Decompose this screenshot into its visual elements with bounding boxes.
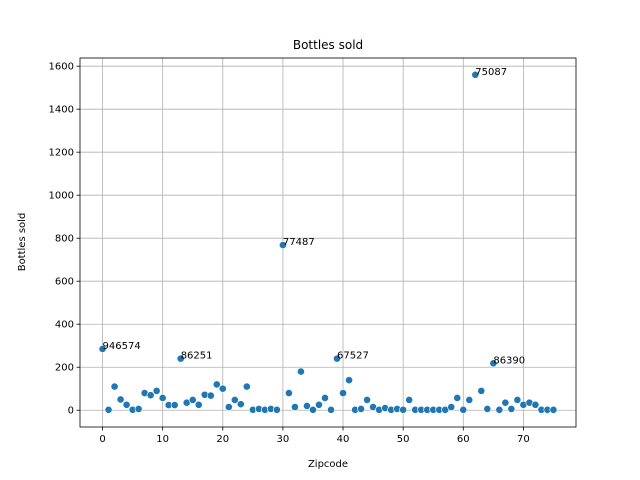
point-annotation: 86390: [493, 355, 525, 366]
point-annotations: 946574 86251 77487 67527 75087 86390: [103, 67, 526, 367]
data-point: [206, 391, 215, 400]
data-point: [465, 396, 474, 404]
data-point: [188, 396, 197, 404]
data-point: [447, 403, 456, 411]
data-point: [489, 359, 498, 368]
data-point: [285, 389, 293, 397]
data-point: [158, 394, 167, 402]
y-tick-label: 0: [68, 406, 74, 417]
data-point: [339, 389, 347, 397]
data-point: [531, 400, 540, 409]
data-point: [291, 403, 299, 411]
data-point: [303, 402, 311, 410]
y-tick-label: 400: [55, 320, 74, 331]
data-point: [110, 382, 119, 391]
y-tick-label: 1600: [49, 62, 74, 73]
data-point: [471, 70, 480, 79]
y-tick-label: 1000: [49, 191, 74, 202]
data-point: [453, 394, 462, 402]
data-point: [297, 367, 305, 376]
y-tick-label: 600: [55, 277, 74, 288]
y-tick-label: 1400: [49, 105, 74, 116]
point-annotation: 77487: [283, 237, 315, 248]
x-tick-label: 10: [156, 434, 169, 445]
x-tick-label: 50: [397, 434, 410, 445]
data-point: [399, 405, 408, 414]
data-point: [513, 396, 522, 404]
data-point: [333, 354, 341, 363]
x-tick-label: 40: [337, 434, 350, 445]
data-point: [272, 405, 281, 414]
data-point: [146, 391, 155, 400]
data-point: [236, 400, 245, 409]
data-point: [483, 405, 492, 413]
data-point: [321, 394, 329, 402]
data-point: [357, 405, 365, 413]
x-tick-label: 70: [517, 434, 530, 445]
data-point: [224, 403, 233, 411]
x-tick-label: 30: [277, 434, 290, 445]
data-point: [152, 386, 161, 395]
point-annotation: 946574: [103, 341, 141, 352]
data-point: [170, 401, 179, 409]
data-point: [549, 405, 558, 414]
data-point: [116, 395, 125, 404]
data-point: [363, 396, 371, 404]
data-point: [507, 405, 516, 413]
data-point: [218, 384, 227, 393]
data-point: [477, 386, 486, 395]
data-point: [459, 405, 468, 414]
data-point: [98, 345, 107, 353]
data-point: [134, 405, 143, 413]
data-point: [104, 405, 113, 414]
x-tick-label: 20: [216, 434, 229, 445]
data-point: [501, 398, 510, 407]
data-point: [495, 405, 504, 414]
data-point: [279, 241, 287, 249]
data-point: [122, 400, 131, 409]
point-annotation: 67527: [337, 351, 369, 362]
data-point: [176, 354, 185, 363]
point-annotation: 75087: [475, 67, 507, 78]
x-axis-ticks: 0 10 20 30 40 50 60 70: [99, 427, 530, 445]
y-tick-label: 200: [55, 363, 74, 374]
y-tick-label: 1200: [49, 148, 74, 159]
y-tick-label: 800: [55, 234, 74, 245]
data-point: [345, 376, 353, 385]
x-tick-label: 0: [99, 434, 105, 445]
data-point: [309, 405, 317, 414]
data-point: [242, 382, 251, 391]
plot-area-frame: [79, 57, 577, 428]
y-axis-ticks: 0 200 400 600 800 1000 1200 1400 1600: [49, 62, 80, 417]
x-tick-label: 60: [457, 434, 470, 445]
point-annotation: 86251: [181, 351, 213, 362]
data-point: [315, 400, 323, 409]
data-point: [405, 396, 414, 404]
data-point: [327, 405, 335, 414]
x-axis-label: Zipcode: [308, 459, 348, 470]
data-points: [98, 70, 558, 414]
data-point: [212, 380, 221, 389]
chart-title: Bottles sold: [293, 38, 363, 52]
y-axis-label: Bottles sold: [17, 213, 28, 272]
data-point: [230, 396, 239, 404]
data-point: [194, 400, 203, 409]
